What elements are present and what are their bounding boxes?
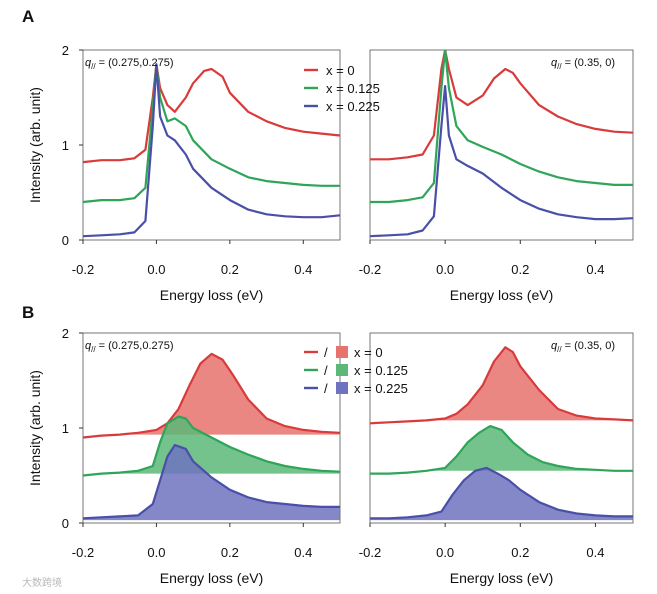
y-tick-label: 2 — [62, 326, 69, 341]
plot-frame — [369, 332, 634, 524]
q-value: = (0.275,0.275) — [96, 340, 174, 352]
q-annotation: q// = (0.275,0.275) — [85, 57, 174, 71]
x-tick-label: 0.0 — [436, 545, 454, 560]
y-axis-label: Intensity (arb. unit) — [27, 87, 43, 203]
q-value: = (0.275,0.275) — [96, 57, 174, 69]
plot-a-left: -0.2 0.0 0.2 0.4 0 1 2 Energy loss (eV) Intensit… — [27, 43, 341, 303]
q-subscript: // — [91, 345, 96, 354]
plot-b-right: -0.2 0.0 0.2 0.4 Energy loss (eV) q// = (0.35… — [359, 332, 634, 586]
x-tick-label: 0.2 — [221, 262, 239, 277]
x-tick-label: -0.2 — [359, 262, 381, 277]
series-line-0 — [370, 50, 633, 161]
legend-fill-swatch — [336, 382, 348, 394]
y-tick-label: 1 — [62, 138, 69, 153]
series-line-1 — [83, 415, 340, 477]
legend-separator: / — [324, 345, 328, 360]
x-tick-label: 0.4 — [294, 545, 312, 560]
series-line-2 — [83, 63, 340, 238]
legend-fill-swatch — [336, 346, 348, 358]
q-subscript: // — [557, 345, 562, 354]
series-group — [83, 352, 340, 521]
panel-letter-b: B — [22, 303, 34, 322]
series-group — [83, 63, 340, 238]
x-tick-label: -0.2 — [359, 545, 381, 560]
series-area-2 — [370, 467, 633, 521]
series-line-1 — [370, 50, 633, 204]
q-value: = (0.35, 0) — [562, 340, 616, 352]
x-tick-label: 0.4 — [586, 545, 604, 560]
q-annotation: q// = (0.35, 0) — [551, 57, 615, 71]
plot-frame — [82, 49, 341, 241]
x-tick-label: -0.2 — [72, 262, 94, 277]
q-symbol: q — [85, 340, 92, 352]
x-tick-label: 0.2 — [221, 545, 239, 560]
legend-separator: / — [324, 363, 328, 378]
x-tick-label: 0.2 — [511, 262, 529, 277]
legend-label: x = 0 — [326, 63, 355, 78]
series-line-2 — [83, 444, 340, 520]
x-tick-label: -0.2 — [72, 545, 94, 560]
series-area-2 — [83, 445, 340, 521]
panel-letter-a: A — [22, 7, 34, 26]
y-tick-label: 1 — [62, 421, 69, 436]
legend-fill-swatch — [336, 364, 348, 376]
series-line-1 — [370, 425, 633, 475]
y-axis-label: Intensity (arb. unit) — [27, 370, 43, 486]
series-group — [370, 50, 633, 238]
y-tick-label: 0 — [62, 516, 69, 531]
watermark: 大数跨境 — [22, 576, 62, 589]
x-axis-label: Energy loss (eV) — [160, 287, 263, 303]
legend-label: x = 0.225 — [326, 99, 380, 114]
plot-layer: -0.2 0.0 0.2 0.4 0 1 2 Energy loss (eV) Intensit… — [27, 43, 634, 586]
series-line-0 — [370, 346, 633, 425]
q-subscript: // — [91, 62, 96, 71]
series-area-1 — [83, 416, 340, 474]
plot-frame — [369, 49, 634, 241]
series-group — [370, 346, 633, 521]
x-tick-label: 0.4 — [294, 262, 312, 277]
x-tick-label: 0.0 — [436, 262, 454, 277]
q-value: = (0.35, 0) — [562, 57, 616, 69]
q-annotation: q// = (0.35, 0) — [551, 340, 615, 354]
x-tick-label: 0.4 — [586, 262, 604, 277]
series-line-0 — [83, 352, 340, 439]
legend-separator: / — [324, 381, 328, 396]
x-tick-label: 0.2 — [511, 545, 529, 560]
plot-b-left: -0.2 0.0 0.2 0.4 0 1 2 Energy loss (eV) Intensit… — [27, 326, 341, 586]
legend-label: x = 0.125 — [354, 363, 408, 378]
x-axis-label: Energy loss (eV) — [450, 570, 553, 586]
y-tick-label: 2 — [62, 43, 69, 58]
legend-b: / x = 0 / x = 0.125 / x = 0.225 — [304, 345, 408, 396]
y-tick-label: 0 — [62, 233, 69, 248]
q-symbol: q — [551, 57, 558, 69]
x-tick-label: 0.0 — [147, 545, 165, 560]
plot-a-right: -0.2 0.0 0.2 0.4 Energy loss (eV) q// = (0.35… — [359, 49, 634, 303]
x-tick-label: 0.0 — [147, 262, 165, 277]
series-line-0 — [83, 63, 340, 164]
series-area-1 — [370, 426, 633, 471]
x-axis-label: Energy loss (eV) — [160, 570, 263, 586]
series-line-1 — [83, 63, 340, 204]
q-subscript: // — [557, 62, 562, 71]
legend-label: x = 0.125 — [326, 81, 380, 96]
x-axis-label: Energy loss (eV) — [450, 287, 553, 303]
legend-label: x = 0.225 — [354, 381, 408, 396]
q-symbol: q — [551, 340, 558, 352]
q-symbol: q — [85, 57, 92, 69]
legend-a: x = 0 x = 0.125 x = 0.225 — [304, 63, 380, 114]
legend-label: x = 0 — [354, 345, 383, 360]
series-line-2 — [370, 85, 633, 238]
series-line-2 — [370, 466, 633, 520]
series-area-0 — [370, 347, 633, 421]
series-area-0 — [83, 353, 340, 435]
q-annotation: q// = (0.275,0.275) — [85, 340, 174, 354]
